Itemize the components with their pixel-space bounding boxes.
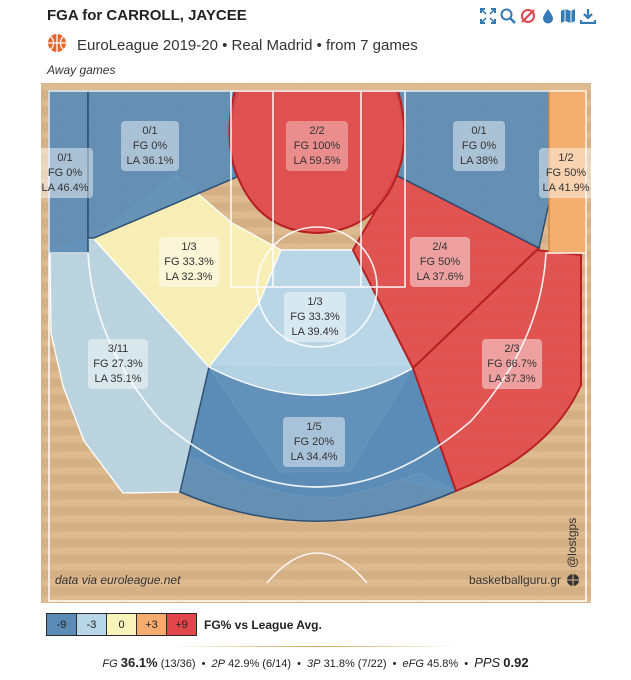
label-fraction: 2/3 [504, 343, 519, 355]
map-icon[interactable] [560, 8, 576, 24]
label-fraction: 0/1 [57, 152, 72, 164]
court-chart: 0/1 FG 0% LA 46.4% 0/1 FG 0% LA 36.1% 2/… [41, 83, 591, 603]
legend-item-minus3: -3 [76, 613, 107, 636]
label-la: LA 41.9% [542, 182, 589, 194]
three-label: 3P [307, 658, 321, 670]
legend-item-plus9: +9 [166, 613, 197, 636]
label-fg: FG 50% [546, 167, 587, 179]
drop-icon[interactable] [540, 8, 556, 24]
label-fraction: 1/3 [181, 241, 196, 253]
expand-icon[interactable] [480, 8, 496, 24]
zone-labels: 0/1 FG 0% LA 46.4% 0/1 FG 0% LA 36.1% 2/… [41, 121, 591, 467]
subtitle-row: EuroLeague 2019-20 • Real Madrid • from … [47, 33, 418, 58]
label-fraction: 2/2 [309, 125, 324, 137]
label-fraction: 2/4 [432, 241, 447, 253]
zone-top-of-key-three-fill [179, 366, 457, 522]
label-la: LA 35.1% [94, 373, 141, 385]
page-title: FGA for CARROLL, JAYCEE [47, 7, 247, 24]
label-la: LA 46.4% [41, 182, 88, 194]
brand-text: basketballguru.gr [469, 573, 561, 587]
fg-detail: (13/36) [160, 658, 196, 670]
pps-label: PPS [474, 655, 501, 670]
label-right-wing-three: 0/1 FG 0% LA 38% [453, 121, 505, 171]
label-la: LA 37.3% [488, 373, 535, 385]
label-la: LA 32.3% [165, 271, 212, 283]
label-fg: FG 100% [294, 140, 341, 152]
label-fg: FG 33.3% [290, 311, 340, 323]
label-right-corner-three: 1/2 FG 50% LA 41.9% [539, 148, 591, 198]
download-icon[interactable] [580, 8, 596, 24]
label-left-short-mid: 1/3 FG 33.3% LA 32.3% [159, 237, 219, 287]
games-filter-note: Away games [47, 63, 116, 77]
label-paint-mid: 1/3 FG 33.3% LA 39.4% [284, 292, 346, 342]
toolbar [480, 8, 596, 24]
legend-item-zero: 0 [106, 613, 137, 636]
fg-value: 36.1% [120, 655, 158, 670]
label-fg: FG 0% [133, 140, 167, 152]
pps-value: 0.92 [503, 655, 529, 670]
court-lines [48, 90, 587, 602]
label-restricted-area: 2/2 FG 100% LA 59.5% [286, 121, 348, 171]
zone-right-long-mid[interactable] [411, 248, 582, 493]
subtitle: EuroLeague 2019-20 • Real Madrid • from … [77, 37, 418, 54]
label-right-short-mid: 2/4 FG 50% LA 37.6% [410, 237, 470, 287]
divider [170, 646, 460, 647]
label-fg: FG 0% [48, 167, 82, 179]
label-fg: FG 66.7% [487, 358, 537, 370]
label-la: LA 39.4% [291, 326, 338, 338]
label-la: LA 37.6% [416, 271, 463, 283]
summary-stats: FG 36.1% (13/36) • 2P 42.9% (6/14) • 3P … [0, 655, 631, 670]
three-value: 31.8% (7/22) [323, 658, 387, 670]
brand-ball-icon [567, 574, 579, 586]
fg-label: FG [102, 658, 118, 670]
label-fg: FG 33.3% [164, 256, 214, 268]
separator: • [464, 658, 469, 670]
separator: • [392, 658, 397, 670]
label-fraction: 0/1 [471, 125, 486, 137]
label-la: LA 34.4% [290, 451, 337, 463]
label-fg: FG 27.3% [93, 358, 143, 370]
separator: • [297, 658, 301, 670]
label-fg: FG 50% [420, 256, 461, 268]
label-top-of-key-three: 1/5 FG 20% LA 34.4% [283, 417, 345, 467]
label-fraction: 1/3 [307, 296, 322, 308]
two-label: 2P [211, 658, 225, 670]
label-left-wing-three: 0/1 FG 0% LA 36.1% [121, 121, 179, 171]
label-fraction: 0/1 [142, 125, 157, 137]
legend-item-plus3: +3 [136, 613, 167, 636]
label-fraction: 1/2 [558, 152, 573, 164]
efg-label: eFG [402, 658, 424, 670]
label-left-long-mid: 3/11 FG 27.3% LA 35.1% [88, 339, 148, 389]
label-fg: FG 20% [294, 436, 335, 448]
euroleague-logo-icon [47, 33, 67, 58]
legend-item-minus9: -9 [46, 613, 77, 636]
label-fraction: 3/11 [108, 343, 129, 355]
separator: • [201, 658, 206, 670]
legend: -9 -3 0 +3 +9 FG% vs League Avg. [46, 613, 322, 636]
two-value: 42.9% (6/14) [228, 658, 292, 670]
legend-label: FG% vs League Avg. [204, 617, 322, 632]
label-fraction: 1/5 [306, 421, 321, 433]
label-la: LA 36.1% [126, 155, 173, 167]
watermark: @lostgps [565, 518, 579, 568]
label-fg: FG 0% [462, 140, 496, 152]
label-left-corner-three: 0/1 FG 0% LA 46.4% [41, 148, 93, 198]
data-credit: data via euroleague.net [55, 573, 181, 587]
efg-value: 45.8% [427, 658, 459, 670]
label-la: LA 38% [460, 155, 498, 167]
no-filter-icon[interactable] [520, 8, 536, 24]
label-la: LA 59.5% [293, 155, 340, 167]
search-icon[interactable] [500, 8, 516, 24]
label-right-long-mid: 2/3 FG 66.7% LA 37.3% [482, 339, 542, 389]
